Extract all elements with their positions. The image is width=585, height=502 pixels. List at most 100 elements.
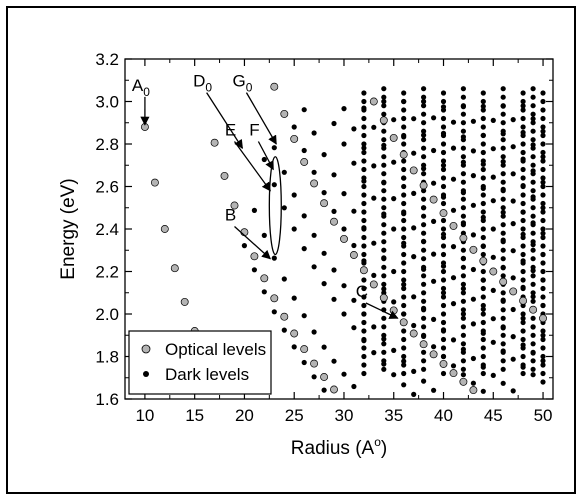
dark-level-point [520, 328, 526, 334]
dark-level-point [540, 230, 546, 236]
optical-level-point [349, 251, 358, 259]
dark-level-point [520, 370, 526, 377]
optical-level-point [449, 221, 458, 230]
dark-level-point [460, 94, 466, 100]
dark-level-point [361, 200, 367, 207]
dark-level-point [401, 328, 407, 334]
dark-level-point [440, 294, 447, 300]
dark-level-point [540, 226, 546, 232]
optical-level-point [290, 329, 299, 338]
y-tick-label: 3.2 [95, 50, 119, 69]
dark-level-point [391, 226, 397, 232]
dark-level-point [401, 281, 407, 288]
dark-level-point [421, 128, 427, 134]
y-tick-label: 2.8 [95, 135, 119, 154]
dark-level-point [490, 287, 496, 293]
dark-level-point [530, 281, 536, 287]
optical-level-point [220, 171, 229, 180]
optical-level-point [449, 369, 458, 378]
dark-level-point [381, 255, 387, 261]
dark-level-point [311, 329, 317, 335]
dark-level-point [421, 205, 427, 211]
dark-level-point [421, 137, 427, 143]
dark-level-point [440, 311, 447, 317]
dark-level-point [361, 277, 367, 283]
dark-level-point [500, 380, 506, 386]
dark-level-point [401, 277, 407, 283]
dark-level-point [421, 358, 427, 364]
dark-level-point [301, 147, 307, 154]
dark-level-point [520, 149, 526, 156]
dark-level-point [530, 290, 536, 296]
dark-level-point [421, 103, 427, 109]
dark-level-point [381, 239, 387, 245]
dark-level-point [381, 230, 387, 236]
dark-level-point [520, 166, 526, 173]
dark-level-point [500, 222, 506, 228]
dark-level-point [530, 188, 536, 194]
dark-level-point [421, 98, 427, 105]
annotation-label-d: D0 [193, 72, 212, 95]
dark-level-point [540, 124, 546, 130]
dark-level-point [520, 129, 526, 136]
dark-level-point [530, 179, 536, 185]
dark-level-point [540, 353, 546, 360]
dark-level-point [440, 90, 447, 96]
dark-level-point [401, 382, 407, 388]
dark-level-point [510, 356, 516, 362]
dark-level-point [540, 362, 546, 368]
dark-level-point [530, 324, 536, 330]
dark-level-point [530, 358, 536, 364]
dark-level-point [470, 266, 476, 273]
dark-level-point [540, 370, 546, 377]
dark-level-point [460, 255, 466, 261]
dark-level-point [450, 145, 457, 151]
optical-level-point [340, 234, 348, 243]
dark-level-point [480, 115, 486, 122]
dark-level-point [381, 273, 387, 279]
dark-level-point [510, 171, 516, 177]
optical-level-point [439, 359, 448, 368]
y-tick-label: 2.2 [95, 263, 119, 282]
dark-level-point [480, 161, 486, 167]
dark-level-point [500, 341, 506, 347]
dark-level-point [530, 111, 536, 117]
y-tick-label: 1.6 [95, 390, 119, 409]
dark-level-point [530, 137, 536, 143]
dark-level-point [520, 364, 526, 370]
dark-level-point [500, 366, 506, 372]
dark-level-point [450, 207, 457, 213]
x-tick-label: 45 [484, 406, 503, 425]
dark-level-point [401, 251, 407, 258]
axis-labels: Radius (Ao) Energy (eV) [58, 178, 387, 459]
dark-level-point [440, 158, 447, 164]
x-tick-label: 10 [135, 406, 154, 425]
dark-level-point [510, 198, 516, 204]
dark-level-point [281, 169, 287, 175]
dark-level-point [520, 156, 526, 162]
annotation-subscript: 0 [205, 81, 212, 95]
dark-level-point [411, 294, 417, 300]
dark-level-point [460, 346, 466, 352]
dark-level-point [381, 103, 387, 109]
dark-level-point [421, 298, 427, 304]
dark-level-point [381, 281, 387, 287]
dark-level-point [361, 328, 367, 334]
x-tick-label: 40 [434, 406, 453, 425]
dark-level-point [530, 332, 536, 338]
legend-label: Optical levels [165, 340, 266, 359]
dark-level-point [421, 213, 427, 219]
dark-level-point [460, 111, 466, 117]
dark-level-point [341, 311, 347, 317]
dark-level-point [490, 339, 496, 345]
dark-level-point [421, 154, 427, 160]
dark-level-point [520, 107, 526, 113]
dark-level-point [291, 124, 297, 130]
dark-level-point [401, 90, 407, 96]
dark-level-point [440, 130, 447, 136]
dark-level-point [291, 192, 297, 198]
dark-level-point [371, 350, 377, 356]
dark-level-point [361, 149, 367, 156]
dark-level-point [540, 243, 546, 249]
dark-level-point [460, 281, 466, 287]
